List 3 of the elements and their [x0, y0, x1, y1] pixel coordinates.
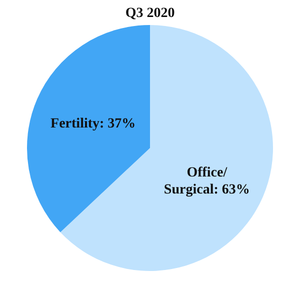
slice-label: Office/ Surgical: 63%: [164, 166, 250, 198]
chart-title: Q3 2020: [125, 6, 175, 21]
slice-label: Fertility: 37%: [50, 116, 136, 132]
